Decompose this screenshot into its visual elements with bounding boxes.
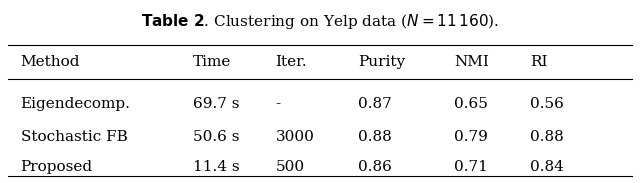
Text: 50.6 s: 50.6 s xyxy=(193,130,239,143)
Text: 69.7 s: 69.7 s xyxy=(193,97,239,111)
Text: 0.88: 0.88 xyxy=(358,130,392,143)
Text: 0.56: 0.56 xyxy=(531,97,564,111)
Text: 0.88: 0.88 xyxy=(531,130,564,143)
Text: Method: Method xyxy=(20,55,80,69)
Text: Time: Time xyxy=(193,55,231,69)
Text: Eigendecomp.: Eigendecomp. xyxy=(20,97,131,111)
Text: 3000: 3000 xyxy=(275,130,314,143)
Text: Purity: Purity xyxy=(358,55,405,69)
Text: Iter.: Iter. xyxy=(275,55,307,69)
Text: Stochastic FB: Stochastic FB xyxy=(20,130,127,143)
Text: RI: RI xyxy=(531,55,548,69)
Text: 0.87: 0.87 xyxy=(358,97,392,111)
Text: 500: 500 xyxy=(275,160,305,174)
Text: 0.84: 0.84 xyxy=(531,160,564,174)
Text: 0.79: 0.79 xyxy=(454,130,488,143)
Text: 0.71: 0.71 xyxy=(454,160,488,174)
Text: -: - xyxy=(275,97,280,111)
Text: 11.4 s: 11.4 s xyxy=(193,160,239,174)
Text: 0.65: 0.65 xyxy=(454,97,488,111)
Text: Proposed: Proposed xyxy=(20,160,93,174)
Text: $\mathbf{Table\ 2}$. Clustering on Yelp data ($N = 11\,160$).: $\mathbf{Table\ 2}$. Clustering on Yelp … xyxy=(141,12,499,31)
Text: NMI: NMI xyxy=(454,55,489,69)
Text: 0.86: 0.86 xyxy=(358,160,392,174)
